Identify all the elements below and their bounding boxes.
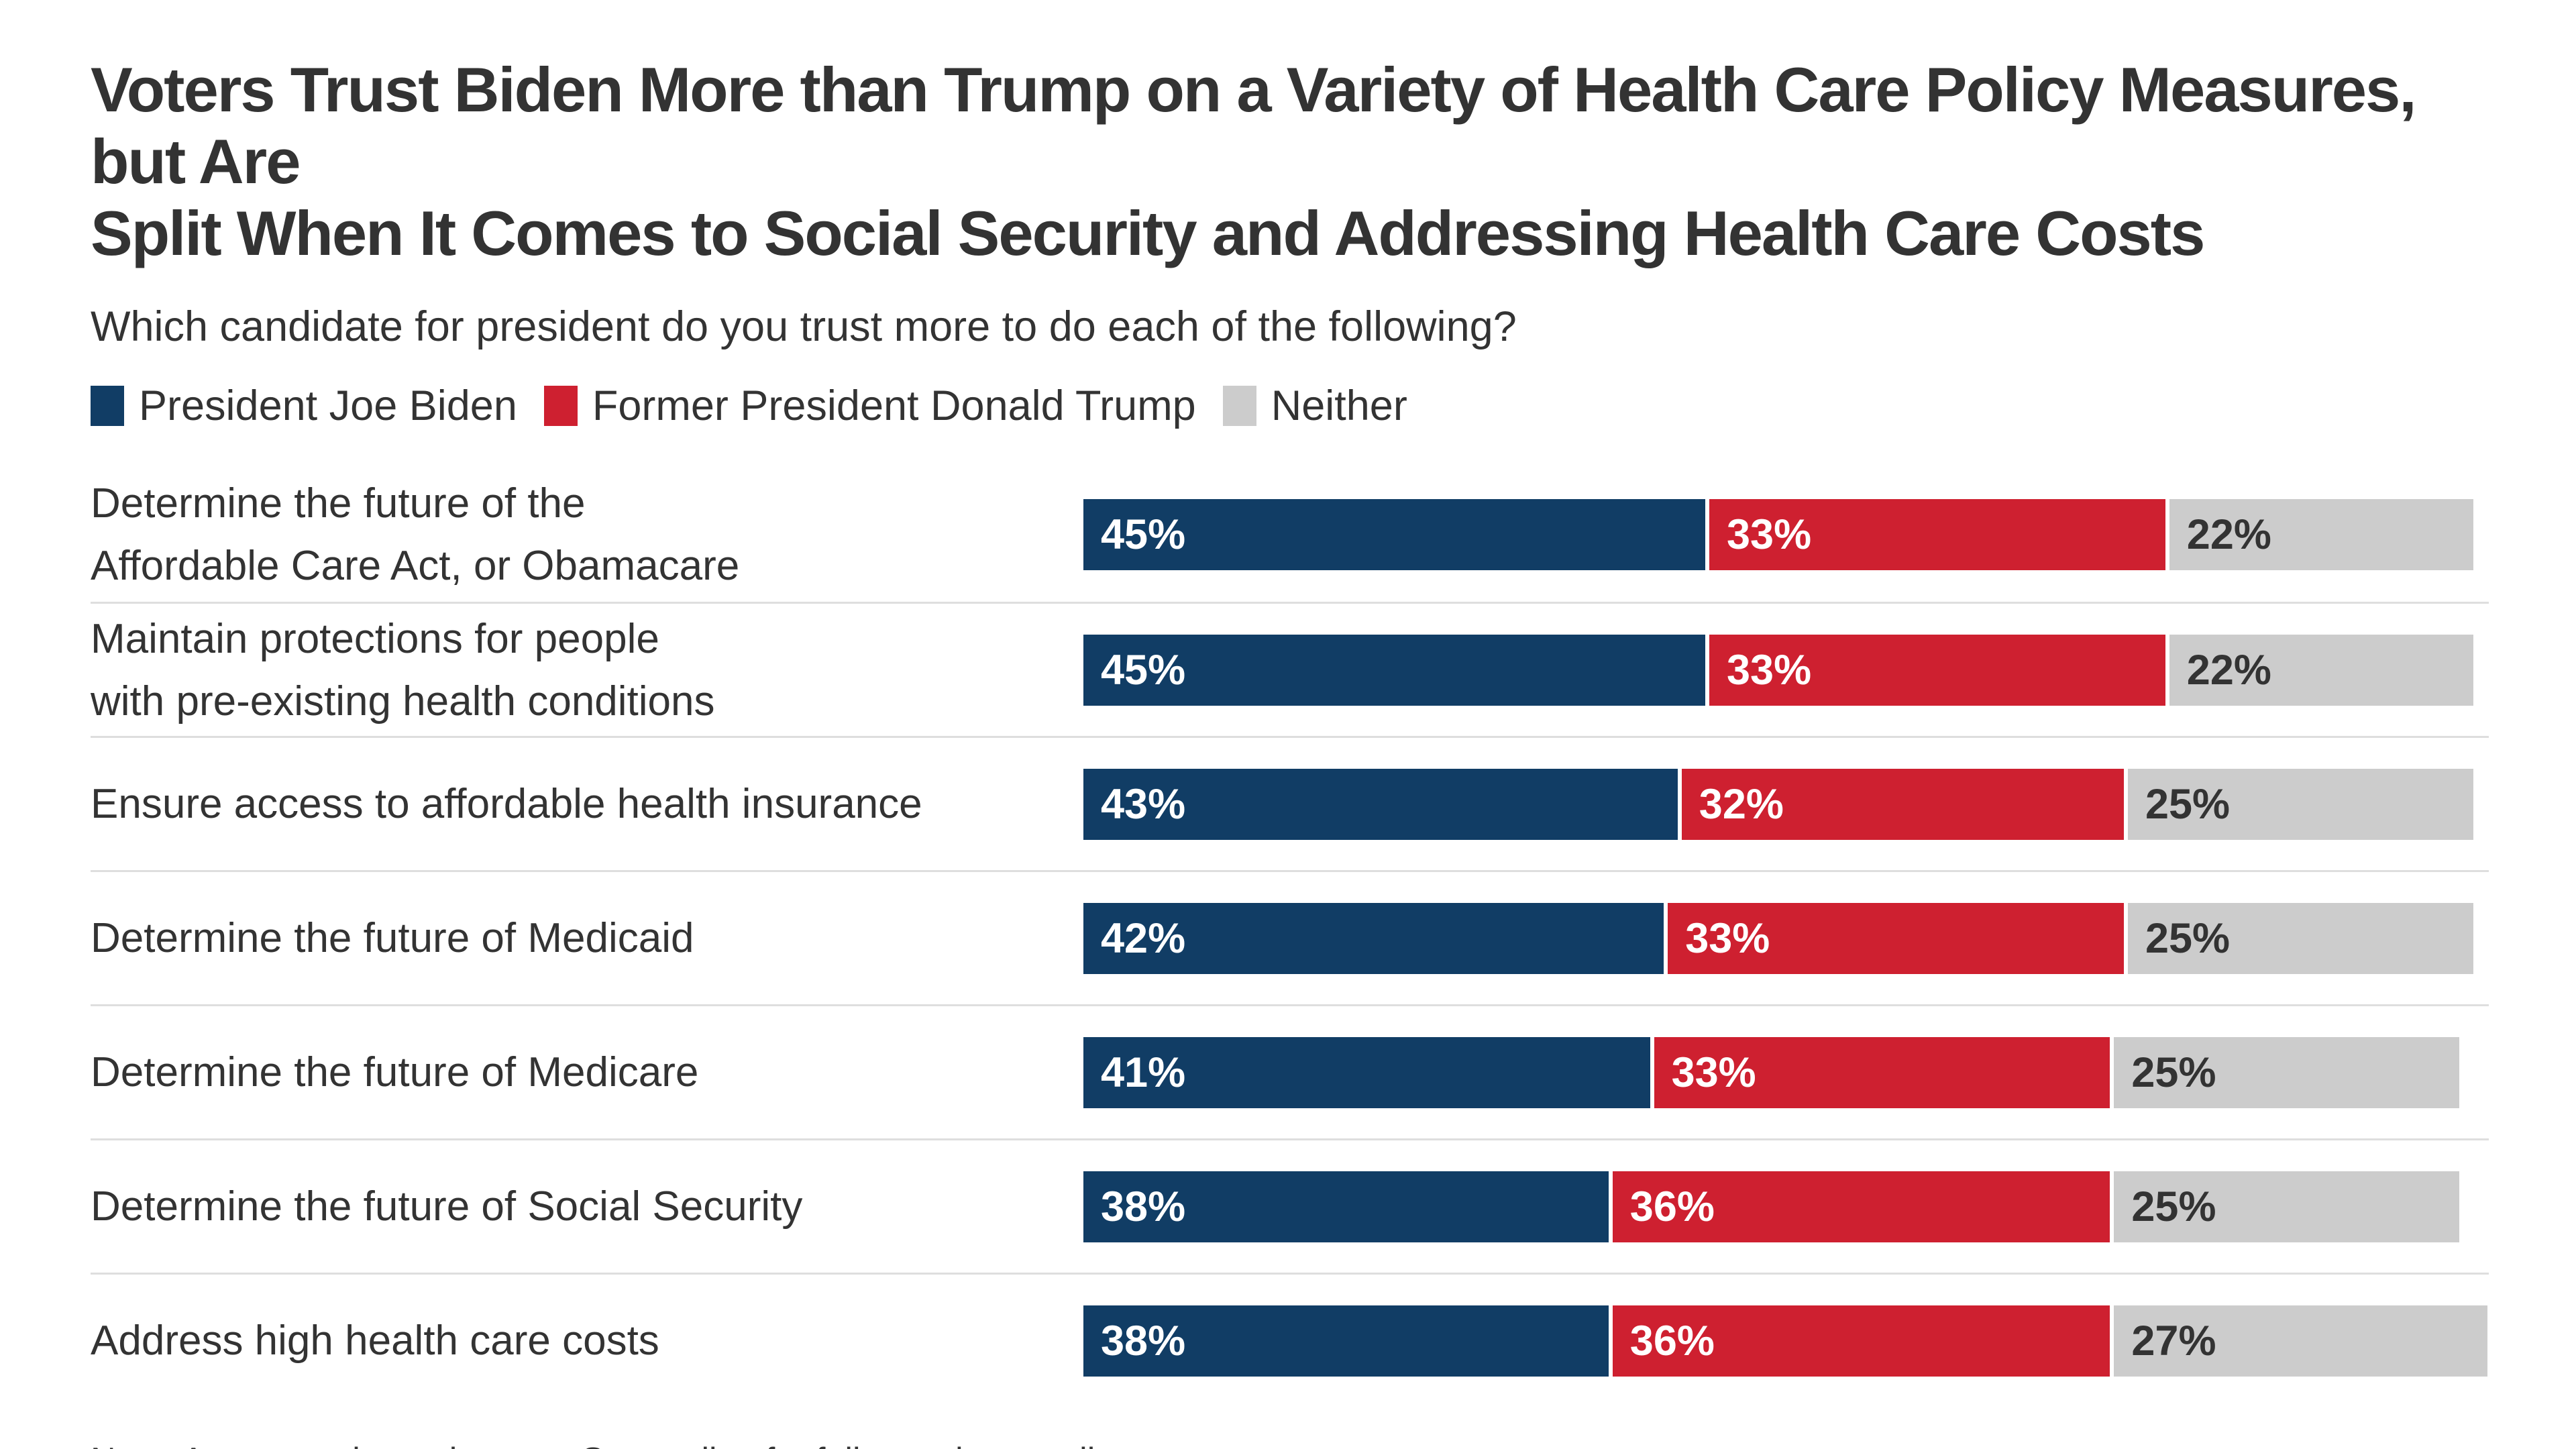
bar-group: 45% 33% 22% (1083, 634, 2473, 706)
legend-swatch-icon (543, 386, 578, 427)
bar-value: 38% (1101, 1183, 1186, 1230)
bar-value: 33% (1685, 914, 1770, 962)
category-label: Maintain protections for people with pre… (91, 615, 715, 724)
bar-value: 32% (1699, 780, 1784, 828)
category-label: Determine the future of Social Security (91, 1183, 803, 1230)
bar-value: 27% (2131, 1317, 2216, 1364)
bar-segment-neither: 25% (2114, 1171, 2460, 1242)
legend-swatch-icon (91, 386, 124, 427)
bar-segment-biden: 38% (1083, 1171, 1609, 1242)
chart-legend: President Joe Biden Former President Dona… (91, 382, 2489, 430)
bar-group: 41% 33% 25% (1083, 1036, 2460, 1108)
legend-item-2: Neither (1222, 382, 1407, 430)
chart-note: Note: Among registered voters. See topli… (91, 1440, 2489, 1449)
bar-value: 38% (1101, 1317, 1186, 1364)
bar-value: 36% (1629, 1317, 1715, 1364)
bar-segment-biden: 38% (1083, 1305, 1609, 1377)
bar-value: 33% (1727, 511, 1812, 559)
chart-row: Determine the future of Medicaid 42% 33% 25… (91, 870, 2489, 1004)
bar-value: 42% (1101, 914, 1186, 962)
bar-segment-biden: 41% (1083, 1036, 1650, 1108)
bar-value: 36% (1629, 1183, 1715, 1230)
bar-segment-neither: 22% (2169, 634, 2473, 706)
chart-row: Determine the future of Medicare 41% 33% 25… (91, 1004, 2489, 1138)
bar-segment-trump: 36% (1612, 1305, 2110, 1377)
bar-value: 33% (1727, 646, 1812, 694)
category-label: Determine the future of the Affordable C… (91, 480, 740, 590)
legend-label: President Joe Biden (139, 382, 517, 430)
chart-row: Address high health care costs 38% 36% 27% (91, 1273, 2489, 1407)
bar-value: 45% (1101, 511, 1186, 559)
bar-value: 45% (1101, 646, 1186, 694)
chart-title-line1: Voters Trust Biden More than Trump on a … (91, 54, 2416, 197)
bar-segment-biden: 45% (1083, 499, 1705, 571)
bar-segment-trump: 32% (1681, 768, 2124, 840)
chart-title-line2: Split When It Comes to Social Security a… (91, 198, 2205, 269)
bar-group: 45% 33% 22% (1083, 499, 2473, 571)
category-label: Ensure access to affordable health insur… (91, 781, 922, 828)
bar-segment-trump: 33% (1654, 1036, 2110, 1108)
bar-segment-neither: 22% (2169, 499, 2473, 571)
bar-group: 38% 36% 27% (1083, 1305, 2487, 1377)
bar-segment-neither: 25% (2127, 768, 2473, 840)
bar-group: 42% 33% 25% (1083, 902, 2473, 974)
bar-segment-trump: 33% (1709, 634, 2165, 706)
bar-value: 22% (2186, 511, 2271, 559)
bar-segment-biden: 42% (1083, 902, 1664, 974)
category-label: Determine the future of Medicare (91, 1049, 699, 1096)
chart-row: Ensure access to affordable health insur… (91, 736, 2489, 870)
legend-swatch-icon (1222, 386, 1256, 427)
bar-value: 25% (2145, 914, 2231, 962)
bar-value: 25% (2145, 780, 2231, 828)
category-label: Determine the future of Medicaid (91, 915, 694, 962)
bar-group: 43% 32% 25% (1083, 768, 2473, 840)
bar-value: 22% (2186, 646, 2271, 694)
chart-row: Determine the future of the Affordable C… (91, 468, 2489, 602)
bar-group: 38% 36% 25% (1083, 1171, 2460, 1242)
bar-segment-trump: 33% (1709, 499, 2165, 571)
bar-value: 33% (1671, 1049, 1756, 1096)
legend-item-0: President Joe Biden (91, 382, 517, 430)
bar-segment-neither: 27% (2114, 1305, 2487, 1377)
bar-value: 43% (1101, 780, 1186, 828)
chart-title: Voters Trust Biden More than Trump on a … (91, 54, 2489, 269)
bar-segment-biden: 45% (1083, 634, 1705, 706)
legend-label: Former President Donald Trump (592, 382, 1196, 430)
bar-value: 25% (2131, 1049, 2216, 1096)
bar-segment-trump: 36% (1612, 1171, 2110, 1242)
bar-value: 25% (2131, 1183, 2216, 1230)
bar-segment-biden: 43% (1083, 768, 1678, 840)
category-label: Address high health care costs (91, 1318, 659, 1364)
bar-value: 41% (1101, 1049, 1186, 1096)
chart-row: Maintain protections for people with pre… (91, 602, 2489, 736)
stacked-bar-chart: Determine the future of the Affordable C… (91, 468, 2489, 1407)
chart-subtitle: Which candidate for president do you tru… (91, 303, 1517, 351)
legend-label: Neither (1271, 382, 1407, 430)
chart-row: Determine the future of Social Security 3… (91, 1138, 2489, 1273)
bar-segment-trump: 33% (1668, 902, 2124, 974)
bar-segment-neither: 25% (2114, 1036, 2460, 1108)
legend-item-1: Former President Donald Trump (543, 382, 1196, 430)
bar-segment-neither: 25% (2127, 902, 2473, 974)
